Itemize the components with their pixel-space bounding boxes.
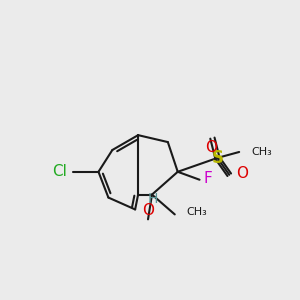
Text: H: H [148, 193, 158, 206]
Text: O: O [206, 140, 218, 155]
Text: O: O [236, 166, 248, 181]
Text: Cl: Cl [52, 164, 67, 179]
Text: CH₃: CH₃ [187, 207, 207, 218]
Text: CH₃: CH₃ [251, 147, 272, 157]
Text: S: S [212, 149, 224, 167]
Text: O: O [142, 203, 154, 218]
Text: F: F [203, 171, 212, 186]
